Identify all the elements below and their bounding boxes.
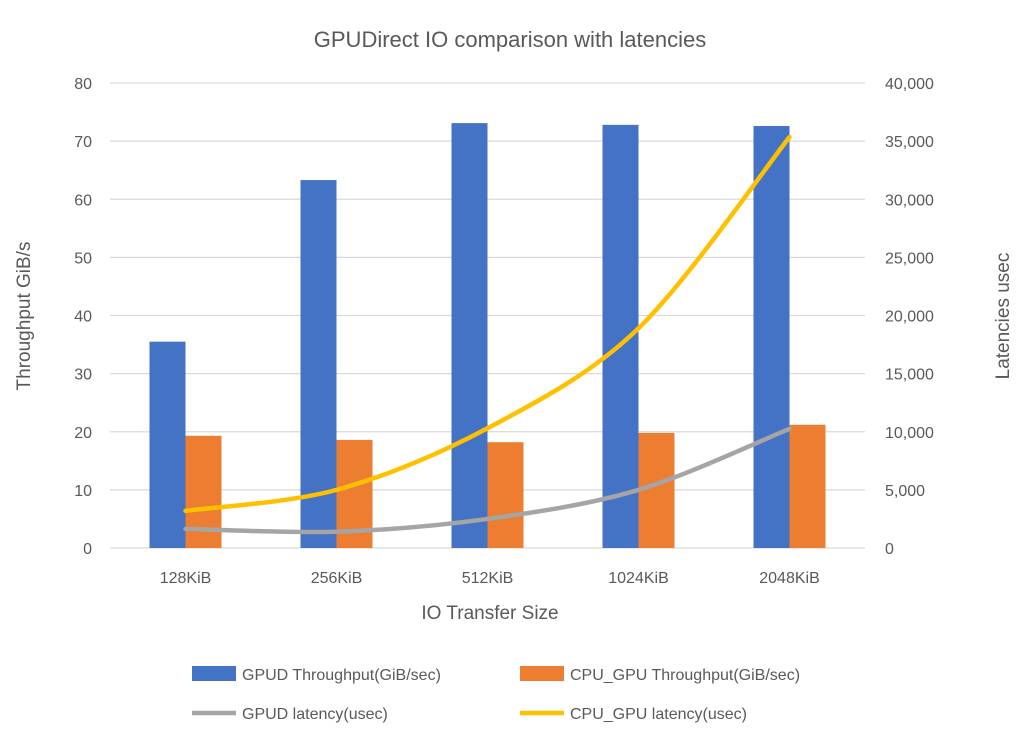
bar-CPU_GPU Throughput(GiB/sec) bbox=[487, 442, 524, 548]
legend-label: GPUD Throughput(GiB/sec) bbox=[242, 667, 441, 684]
legend-swatch bbox=[520, 666, 564, 681]
y-axis-left-ticks: 0 10 20 30 40 50 60 70 80 bbox=[74, 76, 92, 558]
y-tick-label: 60 bbox=[74, 192, 92, 209]
x-tick-label: 128KiB bbox=[160, 570, 212, 587]
y-axis-right-ticks: 0 5,000 10,000 15,000 20,000 25,000 30,000 35,0… bbox=[885, 76, 934, 558]
y-tick-label: 20 bbox=[74, 425, 92, 442]
y-axis-left-label: Throughput GiB/s bbox=[14, 242, 35, 391]
y-tick-label: 50 bbox=[74, 250, 92, 267]
legend-swatch bbox=[192, 666, 236, 681]
y-tick-label: 0 bbox=[83, 541, 92, 558]
x-tick-label: 256KiB bbox=[311, 570, 363, 587]
y2-tick-label: 25,000 bbox=[885, 250, 934, 267]
legend: GPUD Throughput(GiB/sec) CPU_GPU Throughp… bbox=[192, 666, 800, 723]
y-tick-label: 30 bbox=[74, 367, 92, 384]
x-tick-label: 1024KiB bbox=[608, 570, 669, 587]
y-tick-label: 40 bbox=[74, 309, 92, 326]
y2-tick-label: 40,000 bbox=[885, 76, 934, 93]
y-tick-label: 80 bbox=[74, 76, 92, 93]
y2-tick-label: 20,000 bbox=[885, 309, 934, 326]
y2-tick-label: 30,000 bbox=[885, 192, 934, 209]
y-tick-label: 70 bbox=[74, 134, 92, 151]
y-tick-label: 10 bbox=[74, 483, 92, 500]
chart-title: GPUDirect IO comparison with latencies bbox=[314, 27, 706, 52]
y2-tick-label: 10,000 bbox=[885, 425, 934, 442]
line-GPUD latency(usec) bbox=[183, 426, 792, 535]
y2-tick-label: 0 bbox=[885, 541, 894, 558]
bar-CPU_GPU Throughput(GiB/sec) bbox=[789, 424, 826, 548]
legend-label: CPU_GPU Throughput(GiB/sec) bbox=[570, 667, 800, 684]
bar-GPUD Throughput(GiB/sec) bbox=[149, 341, 186, 548]
x-axis-ticks: 128KiB 256KiB 512KiB 1024KiB 2048KiB bbox=[160, 570, 820, 587]
x-tick-label: 2048KiB bbox=[759, 570, 820, 587]
y2-tick-label: 35,000 bbox=[885, 134, 934, 151]
y2-tick-label: 15,000 bbox=[885, 367, 934, 384]
lines bbox=[183, 134, 792, 535]
bar-GPUD Throughput(GiB/sec) bbox=[300, 180, 337, 548]
bar-GPUD Throughput(GiB/sec) bbox=[451, 123, 488, 548]
legend-label: GPUD latency(usec) bbox=[242, 706, 388, 723]
x-axis-label: IO Transfer Size bbox=[421, 603, 558, 624]
y-axis-right-label: Latencies usec bbox=[993, 253, 1014, 380]
bar-CPU_GPU Throughput(GiB/sec) bbox=[638, 432, 675, 548]
bar-GPUD Throughput(GiB/sec) bbox=[753, 126, 790, 548]
y2-tick-label: 5,000 bbox=[885, 483, 925, 500]
line-CPU_GPU latency(usec) bbox=[183, 134, 792, 514]
x-tick-label: 512KiB bbox=[462, 570, 514, 587]
bars bbox=[149, 123, 826, 548]
legend-label: CPU_GPU latency(usec) bbox=[570, 706, 747, 723]
